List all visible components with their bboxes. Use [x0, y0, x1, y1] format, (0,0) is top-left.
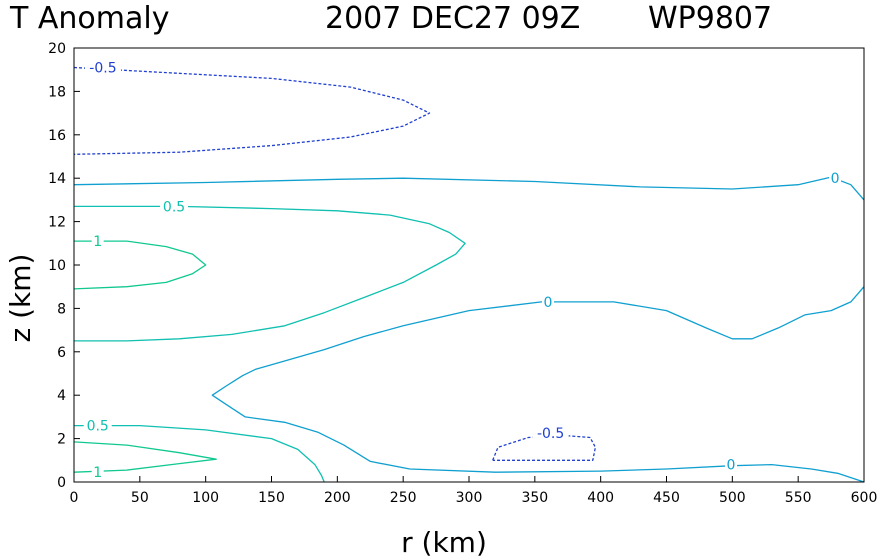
- y-tick-label: 18: [48, 84, 66, 100]
- contour-line: [73, 240, 207, 290]
- title-date: 2007 DEC27 09Z: [325, 1, 580, 36]
- y-tick-label: 14: [48, 171, 66, 187]
- contour-label: 0: [727, 458, 736, 474]
- contour-label: 0: [544, 295, 553, 311]
- contour-label-background: [532, 425, 569, 442]
- x-tick-label: 0: [70, 490, 79, 506]
- contour-label: 0: [831, 171, 840, 187]
- y-tick-label: 6: [57, 345, 66, 361]
- contour-line: [73, 66, 431, 155]
- title-storm-id: WP9807: [648, 1, 772, 36]
- contour-line: [73, 441, 217, 473]
- contour-lines: [73, 66, 865, 483]
- contour-label: 0.5: [163, 199, 185, 215]
- x-tick-label: 500: [719, 490, 746, 506]
- contour-labels: -0.5 -0.5 0 0 0 0.5 0.5 1 1: [83, 59, 842, 481]
- contour-label: 0.5: [87, 419, 109, 435]
- contour-line: [211, 286, 865, 483]
- contour-line: [492, 434, 597, 461]
- contour-label: 1: [93, 465, 102, 481]
- contour-label: -0.5: [537, 426, 564, 442]
- y-tick-label: 0: [57, 475, 66, 491]
- x-tick-label: 600: [851, 490, 878, 506]
- contour-label-background: [84, 59, 121, 76]
- contour-label-background: [829, 170, 842, 187]
- y-tick-label: 12: [48, 215, 66, 231]
- x-axis-label: r (km): [401, 526, 487, 558]
- contour-line: [74, 424, 325, 483]
- x-tick-label: 400: [587, 490, 614, 506]
- x-tick-label: 250: [390, 490, 417, 506]
- y-tick-label: 4: [57, 388, 66, 404]
- x-tick-label: 50: [131, 490, 149, 506]
- x-tick-label: 100: [192, 490, 219, 506]
- contour-label-background: [91, 233, 104, 250]
- x-axis-ticks: 0 50 100 150 200 250 300 350 400 450 500 550 600: [70, 476, 878, 506]
- contour-label: -0.5: [89, 61, 116, 77]
- y-tick-label: 16: [48, 128, 66, 144]
- contour-label-background: [91, 464, 104, 481]
- y-tick-label: 8: [57, 301, 66, 317]
- x-tick-label: 200: [324, 490, 351, 506]
- x-tick-label: 450: [653, 490, 680, 506]
- contour-label: 1: [93, 234, 102, 250]
- x-tick-label: 300: [456, 490, 483, 506]
- contour-label-background: [542, 293, 554, 310]
- x-tick-label: 550: [785, 490, 812, 506]
- y-tick-label: 20: [48, 41, 66, 57]
- x-tick-label: 350: [521, 490, 548, 506]
- contour-label-background: [725, 456, 738, 473]
- x-tick-label: 150: [258, 490, 285, 506]
- y-axis-label: z (km): [4, 254, 37, 343]
- contour-label-background: [83, 417, 112, 434]
- contour-label-background: [160, 198, 189, 215]
- y-tick-label: 2: [57, 432, 66, 448]
- contour-line: [74, 205, 466, 342]
- title-variable: T Anomaly: [9, 1, 169, 36]
- y-axis-ticks: 0 2 4 6 8 10 12 14 16 18 20: [48, 41, 80, 491]
- y-tick-label: 10: [48, 258, 66, 274]
